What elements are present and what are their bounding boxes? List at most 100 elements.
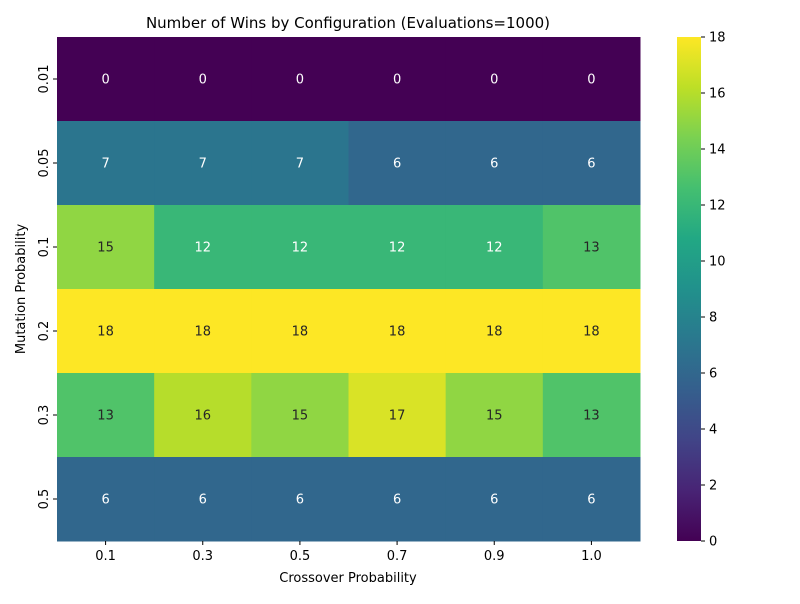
colorbar-axis: 0 2 4 6 8 10 12 14 16 18 — [701, 31, 726, 550]
y-tick-label: 0.1 — [37, 237, 52, 258]
heatmap-cell — [542, 37, 641, 122]
heatmap-cell — [348, 373, 447, 458]
cell-value-label: 6 — [587, 157, 595, 172]
heatmap-cell — [57, 289, 155, 374]
cell-value-label: 12 — [486, 241, 503, 256]
cell-value-label: 6 — [587, 493, 595, 508]
heatmap-cell — [154, 289, 252, 374]
cell-value-label: 15 — [486, 409, 503, 424]
cell-value-label: 6 — [393, 157, 401, 172]
cell-value-label: 0 — [393, 73, 401, 88]
cell-value-label: 12 — [292, 241, 309, 256]
cell-value-label: 6 — [393, 493, 401, 508]
cell-value-label: 18 — [292, 325, 309, 340]
x-tick-label: 0.7 — [387, 549, 408, 564]
cell-value-label: 0 — [199, 73, 207, 88]
colorbar-tick-label: 8 — [709, 311, 717, 326]
cell-value-label: 6 — [490, 493, 498, 508]
cell-value-label: 15 — [292, 409, 309, 424]
heatmap-cell — [542, 121, 641, 206]
colorbar-tick-label: 18 — [709, 31, 726, 46]
heatmap-cell — [348, 457, 447, 542]
heatmap-cell — [445, 457, 544, 542]
cell-value-label: 13 — [583, 409, 600, 424]
heatmap-cell — [348, 121, 447, 206]
heatmap-cell — [445, 37, 544, 122]
heatmap-cell — [251, 121, 349, 206]
heatmap-cell — [251, 37, 349, 122]
colorbar — [677, 37, 701, 541]
colorbar-tick-label: 4 — [709, 423, 717, 438]
cell-value-label: 0 — [490, 73, 498, 88]
heatmap-cell — [251, 373, 349, 458]
heatmap-cell — [445, 205, 544, 290]
heatmap-cell — [57, 37, 155, 122]
cell-value-label: 18 — [97, 325, 114, 340]
cell-value-label: 15 — [97, 241, 114, 256]
y-tick-label: 0.01 — [37, 65, 52, 94]
heatmap-cell — [348, 289, 447, 374]
heatmap-cell — [251, 205, 349, 290]
cell-value-label: 6 — [490, 157, 498, 172]
cell-value-label: 7 — [296, 157, 304, 172]
y-axis-label: Mutation Probability — [14, 224, 29, 355]
heatmap-cell — [154, 121, 252, 206]
cell-value-label: 6 — [101, 493, 109, 508]
y-tick-label: 0.5 — [37, 489, 52, 510]
colorbar-tick-label: 12 — [709, 199, 726, 214]
colorbar-tick-label: 2 — [709, 479, 717, 494]
cell-value-label: 7 — [199, 157, 207, 172]
x-axis-label: Crossover Probability — [279, 571, 417, 586]
heatmap-cell — [542, 373, 641, 458]
cell-value-label: 18 — [389, 325, 406, 340]
cell-value-label: 0 — [101, 73, 109, 88]
heatmap-cell — [542, 205, 641, 290]
heatmap-cell — [542, 457, 641, 542]
cell-value-label: 7 — [101, 157, 109, 172]
cell-value-label: 18 — [194, 325, 211, 340]
y-tick-label: 0.05 — [37, 149, 52, 178]
cell-value-label: 17 — [389, 409, 406, 424]
heatmap-cell — [154, 37, 252, 122]
colorbar-tick-label: 10 — [709, 255, 726, 270]
heatmap-cell — [348, 205, 447, 290]
heatmap-cell — [154, 205, 252, 290]
heatmap-cell — [348, 37, 447, 122]
heatmap-cell — [542, 289, 641, 374]
chart-title: Number of Wins by Configuration (Evaluat… — [146, 14, 550, 32]
cell-value-label: 13 — [97, 409, 114, 424]
cell-value-label: 6 — [296, 493, 304, 508]
x-tick-label: 0.3 — [192, 549, 213, 564]
cell-value-label: 12 — [194, 241, 211, 256]
colorbar-tick-label: 0 — [709, 535, 717, 550]
heatmap-cell — [445, 289, 544, 374]
heatmap-cell — [57, 205, 155, 290]
colorbar-tick-label: 16 — [709, 87, 726, 102]
colorbar-tick-label: 6 — [709, 367, 717, 382]
x-axis: 0.1 0.3 0.5 0.7 0.9 1.0 — [95, 541, 602, 564]
heatmap-cell — [57, 457, 155, 542]
cell-value-label: 12 — [389, 241, 406, 256]
heatmap-cell — [251, 289, 349, 374]
cell-value-label: 0 — [296, 73, 304, 88]
y-axis: 0.01 0.05 0.1 0.2 0.3 0.5 — [37, 65, 57, 510]
colorbar-tick-label: 14 — [709, 143, 726, 158]
x-tick-label: 1.0 — [581, 549, 602, 564]
cell-value-label: 6 — [199, 493, 207, 508]
y-tick-label: 0.2 — [37, 321, 52, 342]
cell-value-label: 16 — [194, 409, 211, 424]
cell-value-label: 13 — [583, 241, 600, 256]
heatmap-cell — [445, 373, 544, 458]
cell-value-label: 0 — [587, 73, 595, 88]
heatmap-cell — [57, 373, 155, 458]
cell-value-label: 18 — [583, 325, 600, 340]
cell-value-label: 18 — [486, 325, 503, 340]
x-tick-label: 0.9 — [484, 549, 505, 564]
heatmap-cell — [154, 373, 252, 458]
heatmap-cell — [251, 457, 349, 542]
y-tick-label: 0.3 — [37, 405, 52, 426]
heatmap-cell — [445, 121, 544, 206]
x-tick-label: 0.1 — [95, 549, 116, 564]
